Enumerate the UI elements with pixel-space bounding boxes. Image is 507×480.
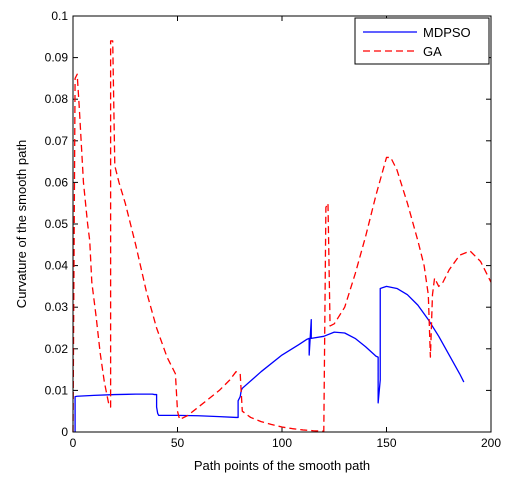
- plot-area-frame: [72, 15, 492, 433]
- legend-box: [354, 17, 490, 65]
- y-tick-label: 0.09: [45, 51, 69, 65]
- x-axis-label: Path points of the smooth path: [194, 458, 370, 473]
- x-tick-label: 150: [376, 436, 396, 450]
- legend-label-mdpso: MDPSO: [423, 25, 471, 40]
- y-tick-label: 0.02: [45, 342, 69, 356]
- x-tick-label: 200: [481, 436, 501, 450]
- series-line-mdpso: [74, 285, 465, 432]
- y-tick-label: 0.04: [45, 259, 69, 273]
- plot-series: [72, 40, 492, 433]
- y-tick-label: 0.06: [45, 175, 69, 189]
- x-tick-label: 50: [171, 436, 185, 450]
- y-tick-label: 0.07: [45, 134, 69, 148]
- y-tick-label: 0.08: [45, 92, 69, 106]
- x-tick-label: 100: [272, 436, 292, 450]
- y-tick-label: 0.05: [45, 217, 69, 231]
- y-tick-label: 0.03: [45, 300, 69, 314]
- y-tick-label: 0.1: [51, 9, 68, 23]
- legend: MDPSO GA: [354, 17, 490, 65]
- y-tick-label: 0.01: [45, 383, 69, 397]
- axis-ticks: 0 50 100 150 200 0 0.01 0.02 0.03 0.04 0.05 0.06 0.0…: [45, 9, 502, 450]
- x-tick-label: 0: [70, 436, 77, 450]
- y-tick-label: 0: [61, 425, 68, 439]
- series-line-ga: [72, 40, 492, 433]
- legend-label-ga: GA: [423, 44, 442, 59]
- y-axis-label: Curvature of the smooth path: [14, 140, 29, 308]
